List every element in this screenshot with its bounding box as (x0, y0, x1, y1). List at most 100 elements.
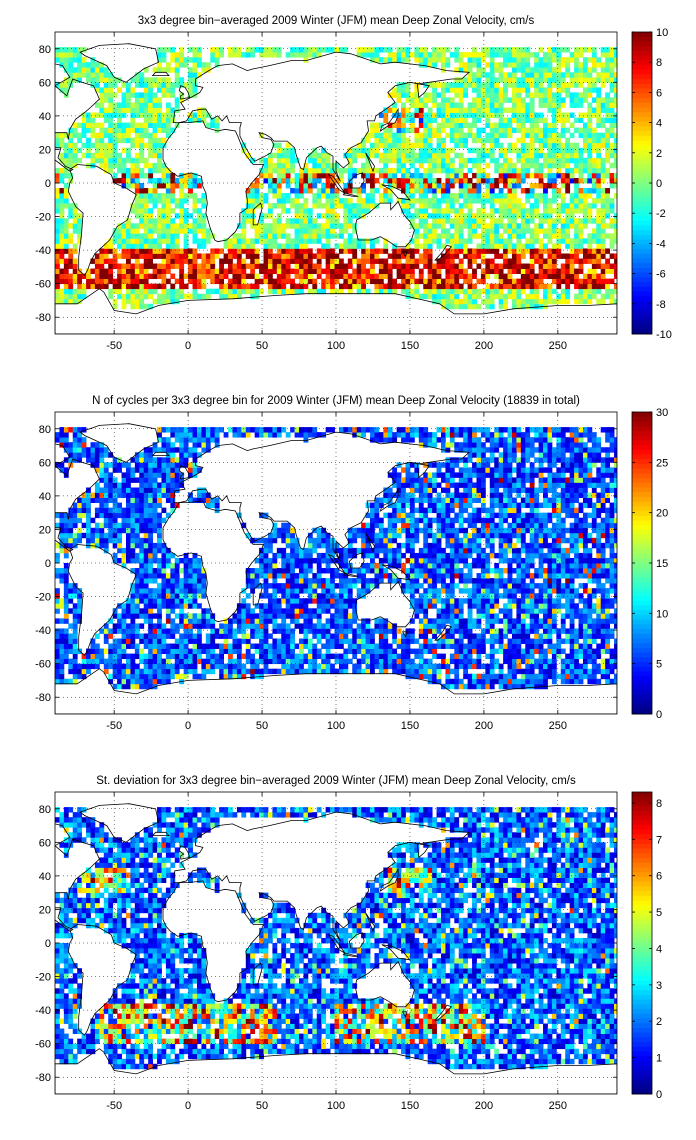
heatmap-cell (148, 618, 154, 624)
heatmap-cell (86, 137, 91, 144)
heatmap-cell (472, 233, 477, 239)
heatmap-cell (125, 132, 131, 139)
heatmap-cell (99, 162, 105, 169)
heatmap-cell (529, 162, 535, 169)
heatmap-cell (236, 47, 242, 53)
heatmap-cell (259, 47, 264, 53)
heatmap-cell (179, 288, 185, 295)
y-tick-label: -80 (35, 312, 51, 324)
heatmap-cell (312, 263, 318, 269)
heatmap-cell (267, 258, 273, 264)
heatmap-cell (157, 638, 162, 644)
heatmap-cell (134, 522, 140, 529)
heatmap-cell (170, 598, 176, 604)
heatmap-cell (148, 482, 154, 488)
heatmap-cell (165, 643, 171, 649)
heatmap-cell (467, 183, 473, 189)
heatmap-cell (290, 152, 295, 159)
heatmap-cell (254, 253, 260, 259)
heatmap-cell (445, 238, 451, 244)
heatmap-cell (174, 203, 180, 209)
heatmap-cell (170, 552, 176, 559)
heatmap-cell (63, 583, 69, 589)
heatmap-cell (81, 447, 87, 453)
heatmap-cell (121, 643, 127, 649)
heatmap-cell (574, 72, 579, 78)
heatmap-cell (556, 62, 562, 68)
heatmap-cell (112, 77, 118, 83)
heatmap-cell (77, 132, 83, 139)
heatmap-cell (525, 102, 531, 108)
heatmap-cell (401, 117, 406, 123)
heatmap-cell (130, 472, 136, 478)
heatmap-cell (59, 278, 65, 285)
heatmap-cell (90, 452, 96, 458)
heatmap-cell (396, 283, 402, 290)
heatmap-cell (538, 177, 544, 184)
heatmap-cell (165, 278, 171, 285)
heatmap-cell (529, 248, 535, 254)
heatmap-cell (165, 663, 171, 670)
heatmap-cell (614, 213, 617, 219)
heatmap-cell (103, 497, 109, 503)
heatmap-cell (316, 193, 322, 199)
heatmap-cell (480, 238, 486, 244)
heatmap-cell (134, 512, 140, 519)
heatmap-cell (290, 278, 295, 285)
heatmap-cell (59, 568, 65, 574)
heatmap-cell (445, 203, 451, 209)
heatmap-cell (157, 457, 162, 463)
heatmap-cell (55, 188, 60, 194)
y-tick-label: 40 (39, 111, 51, 123)
heatmap-cell (356, 147, 362, 154)
heatmap-cell (121, 552, 127, 559)
heatmap-cell (445, 208, 451, 214)
heatmap-cell (68, 633, 74, 639)
colorbar-segment (632, 201, 652, 208)
heatmap-cell (134, 137, 140, 144)
heatmap-cell (614, 273, 617, 280)
heatmap-cell (520, 152, 526, 159)
heatmap-cell (165, 47, 171, 53)
heatmap-cell (179, 223, 185, 229)
heatmap-cell (259, 167, 264, 174)
heatmap-cell (485, 223, 491, 229)
heatmap-cell (125, 663, 131, 670)
heatmap-cell (498, 102, 504, 108)
heatmap-cell (134, 502, 140, 509)
heatmap-cell (436, 183, 442, 189)
heatmap-cell (476, 72, 482, 78)
heatmap-cell (507, 72, 513, 78)
heatmap-cell (99, 268, 105, 274)
heatmap-cell (148, 167, 154, 174)
heatmap-cell (161, 263, 167, 269)
heatmap-cell (72, 67, 78, 73)
heatmap-cell (547, 147, 553, 154)
colorbar-segment (632, 277, 652, 283)
heatmap-cell (170, 47, 176, 53)
heatmap-cell (445, 183, 451, 189)
heatmap-cell (534, 72, 540, 78)
heatmap-cell (241, 288, 247, 295)
heatmap-cell (259, 288, 264, 295)
heatmap-cell (125, 472, 131, 478)
heatmap-cell (134, 273, 140, 280)
heatmap-cell (569, 198, 575, 204)
heatmap-cell (467, 263, 473, 269)
heatmap-cell (143, 67, 149, 73)
heatmap-cell (374, 57, 380, 63)
heatmap-cell (516, 127, 522, 134)
heatmap-cell (321, 167, 327, 174)
heatmap-cell (276, 157, 282, 164)
heatmap-cell (303, 233, 309, 239)
heatmap-cell (139, 547, 145, 554)
heatmap-cell (445, 97, 451, 103)
heatmap-cell (139, 512, 145, 519)
heatmap-cell (516, 152, 522, 159)
heatmap-cell (489, 188, 495, 194)
heatmap-cell (427, 203, 433, 209)
heatmap-cell (325, 248, 331, 254)
heatmap-cell (356, 273, 362, 280)
heatmap-cell (117, 628, 122, 634)
heatmap-cell (565, 298, 571, 305)
